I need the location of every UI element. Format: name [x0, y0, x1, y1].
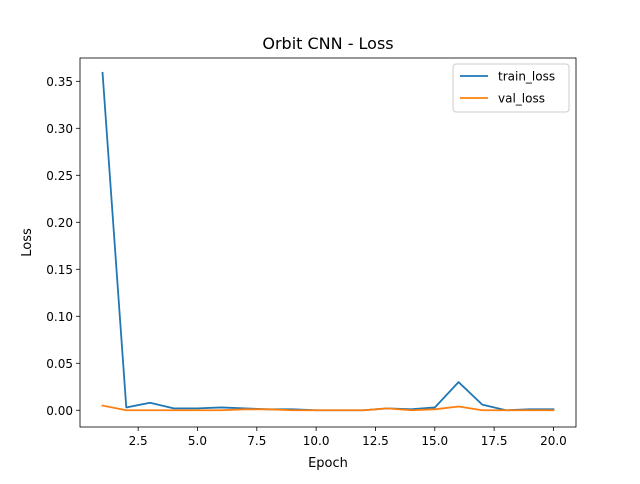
y-tick-label: 0.15 [46, 263, 73, 277]
y-tick-label: 0.30 [46, 122, 73, 136]
plot-frame [79, 57, 577, 428]
legend-label: val_loss [498, 92, 545, 106]
x-tick-label: 17.5 [481, 434, 508, 448]
x-tick-label: 5.0 [188, 434, 207, 448]
x-tick-label: 10.0 [303, 434, 330, 448]
x-tick-label: 15.0 [421, 434, 448, 448]
legend-label: train_loss [498, 70, 555, 84]
y-tick-label: 0.35 [46, 75, 73, 89]
x-tick-label: 7.5 [247, 434, 266, 448]
chart-title: Orbit CNN - Loss [262, 34, 393, 53]
y-tick-label: 0.00 [46, 404, 73, 418]
y-tick-label: 0.05 [46, 357, 73, 371]
y-tick-label: 0.20 [46, 216, 73, 230]
axes: 2.5 5.0 7.5 10.0 12.5 15.0 17.5 20.0 0.00 0.05 0.1… [46, 75, 567, 448]
x-tick-label: 12.5 [362, 434, 389, 448]
y-tick-label: 0.25 [46, 169, 73, 183]
series-layer [101, 71, 555, 412]
legend: train_loss val_loss [452, 63, 570, 113]
x-tick-label: 2.5 [129, 434, 148, 448]
x-tick-label: 20.0 [540, 434, 567, 448]
x-axis-label: Epoch [308, 456, 348, 471]
y-tick-label: 0.10 [46, 310, 73, 324]
y-axis-label: Loss [20, 228, 35, 257]
series-line-val-loss [101, 404, 555, 412]
